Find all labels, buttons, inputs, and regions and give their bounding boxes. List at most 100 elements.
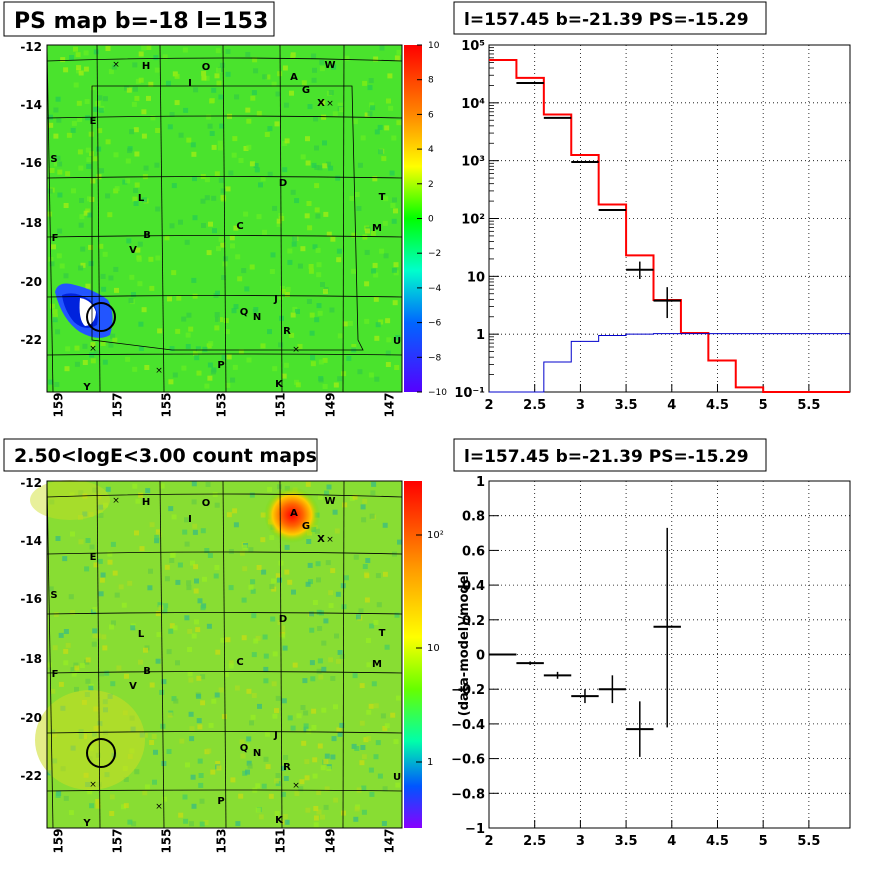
source-label-l: L	[138, 193, 145, 204]
source-cross-marker: ×	[155, 802, 163, 812]
spectrum-x-tick-label: 5	[759, 398, 768, 413]
source-label-m: M	[372, 659, 382, 670]
count-map-frame	[46, 480, 403, 829]
map-y-tick-label: -14	[20, 534, 42, 548]
source-label-l: L	[138, 629, 145, 640]
source-label-k: K	[275, 379, 284, 390]
residual-y-tick-label: 0.2	[462, 614, 485, 629]
ps-map-grid	[46, 44, 403, 393]
source-cross-marker: ×	[112, 496, 120, 506]
source-label-d: D	[279, 178, 287, 189]
source-label-w: W	[324, 60, 335, 71]
map-x-tick-label: 149	[324, 392, 338, 417]
residual-y-tick-label: −0.2	[451, 683, 485, 698]
spectrum-x-tick-label: 2.5	[523, 398, 546, 413]
source-cross-marker: ×	[326, 99, 334, 109]
source-label-k: K	[275, 815, 284, 826]
spectrum-y-tick-label: 10	[467, 270, 485, 285]
map-x-tick-label: 159	[52, 392, 66, 417]
source-label-v: V	[129, 681, 137, 692]
residual-y-tick-label: −1	[465, 822, 485, 837]
residual-panel: l=157.45 b=-21.39 PS=-15.29 2 2.5 3 3.5 4 4.5…	[451, 438, 851, 849]
model-step-line	[489, 59, 850, 393]
source-label-s: S	[50, 590, 57, 601]
spectrum-y-tick-label: 1	[476, 328, 485, 343]
source-label-y: Y	[82, 818, 91, 829]
map-x-tick-label: 155	[160, 392, 174, 417]
residual-x-tick-label: 3	[576, 834, 585, 849]
map-x-tick-label: 151	[274, 828, 288, 853]
ps-map-source-labels: H OI A W GX E S D L T C M B F V J Q N R U P Y K × × × × ×	[50, 60, 401, 393]
ps-map-frame	[46, 44, 403, 393]
map-y-tick-label: -20	[20, 275, 42, 289]
residual-x-tick-label: 2	[484, 834, 493, 849]
count-map-panel: 2.50<logE<3.00 count maps H OI A W GX E S D L T C M…	[3, 438, 444, 854]
map-x-tick-label: 147	[383, 828, 397, 853]
source-label-u: U	[393, 772, 401, 783]
source-label-h: H	[142, 497, 150, 508]
background-step-line	[489, 333, 850, 393]
ps-colorbar-tick-label: 0	[428, 215, 434, 225]
count-map-y-ticks: -12 -14 -16 -18 -20 -22	[20, 476, 42, 783]
spectrum-x-tick-label: 5.5	[797, 398, 820, 413]
source-label-f: F	[52, 233, 59, 244]
source-cross-marker: ×	[112, 60, 120, 70]
map-x-tick-label: 155	[160, 828, 174, 853]
residual-y-tick-label: 1	[476, 475, 485, 490]
source-label-n: N	[253, 312, 261, 323]
source-label-u: U	[393, 336, 401, 347]
source-label-j: J	[273, 294, 278, 305]
spectrum-x-tick-label: 2	[484, 398, 493, 413]
map-y-tick-label: -22	[20, 769, 42, 783]
ps-map-x-ticks: 159 157 155 153 151 149 147	[52, 392, 397, 417]
source-label-i: I	[188, 514, 192, 525]
source-label-a: A	[290, 508, 298, 519]
ps-colorbar-ticks: 10 8 6 4 2 0 −2 −4 −6 −8 −10	[417, 41, 447, 398]
map-x-tick-label: 149	[324, 828, 338, 853]
map-x-tick-label: 153	[215, 828, 229, 853]
count-map-image	[30, 480, 402, 828]
source-label-t: T	[379, 628, 386, 639]
source-label-n: N	[253, 748, 261, 759]
map-x-tick-label: 153	[215, 392, 229, 417]
ps-colorbar-tick-label: −2	[428, 249, 441, 259]
count-map-title: 2.50<logE<3.00 count maps	[14, 445, 317, 467]
source-label-c: C	[236, 657, 243, 668]
ps-colorbar-tick-label: 6	[428, 110, 434, 120]
residual-y-tick-label: −0.6	[451, 753, 485, 768]
source-cross-marker: ×	[292, 345, 300, 355]
ps-colorbar-tick-label: −6	[428, 319, 442, 329]
source-label-b: B	[143, 666, 151, 677]
map-y-tick-label: -12	[20, 40, 42, 54]
ps-map-target-circle	[86, 302, 116, 332]
spectrum-x-tick-label: 4.5	[706, 398, 729, 413]
spectrum-x-tick-label: 4	[667, 398, 676, 413]
source-label-r: R	[283, 326, 291, 337]
count-colorbar-ticks	[416, 534, 422, 763]
source-label-e: E	[90, 116, 97, 127]
residual-y-tick-label: 0	[476, 649, 485, 664]
ps-colorbar-tick-label: 10	[428, 41, 440, 51]
spectrum-y-tick-label: 10⁴	[461, 97, 485, 112]
map-x-tick-label: 159	[52, 828, 66, 853]
residual-title: l=157.45 b=-21.39 PS=-15.29	[464, 447, 749, 467]
source-label-b: B	[143, 230, 151, 241]
source-label-j: J	[273, 730, 278, 741]
map-x-tick-label: 147	[383, 392, 397, 417]
source-label-p: P	[217, 360, 224, 371]
residual-y-tick-label: −0.4	[451, 718, 485, 733]
map-y-tick-label: -14	[20, 98, 42, 112]
ps-colorbar	[404, 45, 422, 392]
source-label-q: Q	[240, 307, 249, 318]
source-label-g: G	[302, 521, 310, 532]
spectrum-title-box	[453, 1, 767, 35]
source-cross-marker: ×	[326, 535, 334, 545]
source-label-c: C	[236, 221, 243, 232]
map-y-tick-label: -16	[20, 592, 42, 606]
source-label-o: O	[202, 62, 211, 73]
source-label-t: T	[379, 192, 386, 203]
source-label-w: W	[324, 496, 335, 507]
residual-y-axis-label: (data-model)/model	[457, 571, 472, 716]
residual-y-tick-label: 0.6	[462, 544, 485, 559]
ps-map-panel: PS map b=-18 l=153 H OI A W GX E S D L T C M B F V J Q N R…	[3, 1, 447, 418]
